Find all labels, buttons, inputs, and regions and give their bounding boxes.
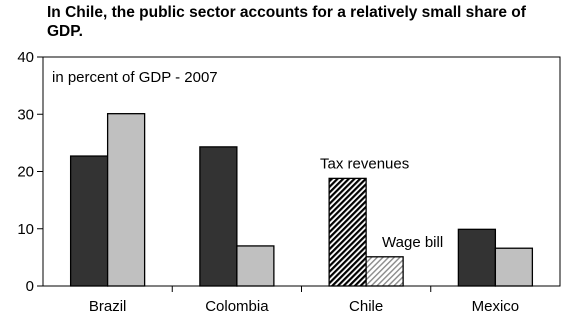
x-tick-label: Brazil (89, 298, 127, 315)
bar-tax-revenues (199, 146, 238, 287)
series-label-tax-revenues: Tax revenues (320, 155, 409, 172)
y-tick-label: 40 (17, 49, 34, 66)
y-tick-label: 20 (17, 164, 34, 181)
x-tick-label: Chile (349, 298, 383, 315)
x-tick-label: Mexico (472, 298, 520, 315)
y-tick-label: 0 (26, 278, 34, 295)
y-tick-label: 30 (17, 106, 34, 123)
bar-wage-bill (106, 113, 146, 287)
bar-tax-revenues (457, 228, 497, 287)
chart-annotation: in percent of GDP - 2007 (52, 69, 218, 86)
bar-wage-bill (365, 256, 404, 287)
y-tick-label: 10 (17, 221, 34, 238)
chart-title: In Chile, the public sector accounts for… (47, 4, 526, 40)
series-label-wage-bill: Wage bill (382, 234, 443, 251)
x-tick-label: Colombia (205, 298, 269, 315)
bar-tax-revenues (328, 177, 367, 287)
bar-tax-revenues (69, 155, 109, 287)
bar-wage-bill (236, 245, 275, 287)
bar-wage-bill (494, 247, 534, 287)
